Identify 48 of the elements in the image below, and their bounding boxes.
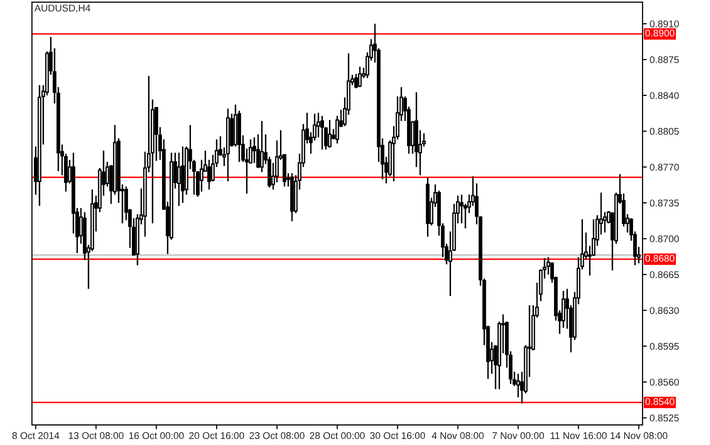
candlestick (275, 140, 279, 184)
y-tick-label: 0.8560 (650, 378, 679, 386)
chart-title: AUDUSD,H4 (34, 4, 90, 13)
candlestick (38, 84, 42, 207)
y-tick-label: 0.8665 (650, 271, 679, 278)
candlestick (252, 136, 256, 164)
y-tick-label: 0.8805 (650, 128, 679, 135)
x-tick-label: 28 Oct 00:00 (310, 432, 365, 440)
y-tick-label: 0.8840 (650, 92, 679, 99)
x-tick-label: 14 Nov 08:00 (610, 432, 668, 440)
candlestick (426, 176, 430, 238)
y-tick-label: 0.8770 (650, 164, 679, 171)
candlestick (320, 115, 324, 150)
x-tick-label: 13 Oct 08:00 (68, 432, 124, 440)
x-tick-label: 20 Oct 16:00 (189, 432, 244, 440)
candlestick (72, 152, 76, 234)
ref-line-label: 0.8540 (645, 398, 674, 406)
x-tick-label: 30 Oct 16:00 (370, 432, 426, 440)
y-tick-label: 0.8595 (650, 342, 679, 350)
y-tick-label: 0.8875 (650, 56, 679, 64)
x-tick-label: 4 Nov 08:00 (432, 432, 484, 440)
candlestick (316, 112, 320, 138)
y-tick-label: 0.8735 (650, 200, 679, 206)
candlestick (177, 152, 181, 207)
candlestick (516, 373, 520, 398)
candlestick (226, 108, 230, 182)
candlestick (562, 290, 566, 328)
x-tick-label: 11 Nov 16:00 (550, 432, 607, 440)
candlestick (244, 148, 249, 194)
candlestick (200, 159, 204, 192)
y-tick-label: 0.8910 (650, 20, 679, 28)
x-tick-label: 7 Nov 00:00 (492, 432, 544, 440)
candlestick (460, 194, 464, 224)
candlestick (467, 194, 471, 214)
y-tick-label: 0.8700 (650, 235, 679, 242)
candlestick (546, 256, 550, 276)
y-tick-label: 0.8525 (650, 414, 679, 422)
candlestick (143, 150, 147, 238)
ref-line-label: 0.8680 (645, 254, 674, 262)
x-tick-label: 23 Oct 08:00 (250, 432, 304, 440)
x-tick-label: 8 Oct 2014 (12, 432, 60, 440)
candlestick (414, 92, 418, 168)
candlestick (260, 120, 264, 173)
y-tick-label: 0.8630 (650, 307, 679, 314)
ref-line-label: 0.8900 (645, 30, 674, 37)
candlestick (207, 159, 211, 190)
candlestick (180, 146, 185, 204)
x-tick-label: 16 Oct 00:00 (129, 432, 184, 440)
